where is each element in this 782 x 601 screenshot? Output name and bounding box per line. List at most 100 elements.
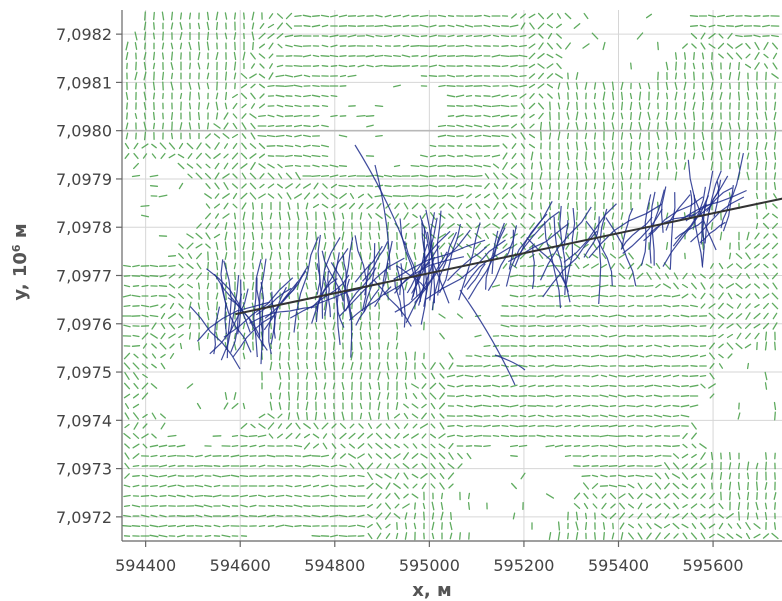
field-dash-736 bbox=[773, 122, 777, 130]
field-dash-966 bbox=[593, 162, 597, 170]
field-dash-2916 bbox=[123, 504, 131, 508]
field-dash-2438 bbox=[737, 412, 741, 420]
field-dash-2578 bbox=[375, 442, 383, 450]
field-dash-2312 bbox=[555, 394, 563, 398]
field-dash-2434 bbox=[653, 414, 663, 418]
field-dash-968 bbox=[611, 161, 615, 171]
field-dash-2245 bbox=[456, 384, 464, 388]
field-dash-2976 bbox=[764, 502, 768, 510]
field-dash-5 bbox=[188, 12, 192, 20]
field-dash-2765 bbox=[403, 472, 409, 480]
field-dash-3029 bbox=[681, 512, 689, 520]
field-dash-2298 bbox=[429, 392, 437, 400]
field-dash-2144 bbox=[545, 364, 555, 368]
field-dash-3146 bbox=[646, 532, 652, 540]
field-dash-1023 bbox=[510, 173, 518, 179]
field-dash-1645 bbox=[386, 282, 390, 290]
field-dash-1753 bbox=[251, 302, 255, 310]
field-dash-3031 bbox=[700, 513, 706, 519]
field-dash-2461 bbox=[394, 422, 400, 430]
field-dash-1424 bbox=[592, 242, 598, 250]
field-dash-2406 bbox=[403, 412, 409, 420]
fracture-trace-22 bbox=[346, 278, 352, 320]
fracture-trace-111 bbox=[662, 195, 710, 267]
field-dash-670 bbox=[738, 111, 740, 121]
field-dash-2963 bbox=[646, 503, 652, 509]
field-dash-1396 bbox=[341, 242, 345, 250]
field-dash-703 bbox=[473, 124, 483, 128]
y-tick-label-6: 7,0978 bbox=[56, 218, 112, 237]
field-dash-1488 bbox=[728, 252, 732, 260]
field-dash-332 bbox=[383, 65, 393, 67]
field-dash-1853 bbox=[680, 314, 690, 318]
x-tick-label-3: 595000 bbox=[399, 556, 460, 575]
field-dash-1115 bbox=[321, 192, 329, 200]
field-dash-2330 bbox=[132, 403, 140, 409]
field-dash-3055 bbox=[258, 524, 266, 528]
field-dash-715 bbox=[584, 122, 588, 130]
field-dash-2452 bbox=[313, 422, 319, 430]
field-dash-2836 bbox=[617, 484, 627, 488]
field-dash-2889 bbox=[440, 492, 444, 500]
field-dash-1051 bbox=[231, 183, 239, 189]
field-dash-1839 bbox=[554, 314, 564, 318]
field-dash-2575 bbox=[349, 443, 355, 449]
field-dash-42 bbox=[520, 13, 526, 19]
field-dash-2945 bbox=[385, 502, 391, 510]
fracture-trace-86 bbox=[693, 194, 704, 268]
field-dash-3017 bbox=[575, 511, 579, 521]
field-dash-2933 bbox=[275, 504, 285, 508]
field-dash-1273 bbox=[260, 221, 264, 231]
y-tick-label-0: 7,0972 bbox=[56, 508, 112, 527]
field-dash-2288 bbox=[341, 391, 345, 401]
field-dash-2445 bbox=[250, 423, 256, 429]
field-dash-1675 bbox=[745, 283, 751, 289]
field-dash-2320 bbox=[627, 395, 635, 397]
field-dash-1913 bbox=[662, 324, 672, 328]
field-dash-1757 bbox=[287, 302, 291, 310]
field-dash-1286 bbox=[377, 221, 381, 231]
field-dash-2770 bbox=[447, 472, 455, 480]
field-dash-2538 bbox=[564, 435, 572, 437]
field-dash-2260 bbox=[591, 384, 599, 388]
field-dash-370 bbox=[161, 71, 165, 81]
field-dash-2118 bbox=[314, 361, 318, 371]
field-dash-729 bbox=[710, 122, 714, 130]
field-dash-1869 bbox=[168, 322, 176, 330]
field-dash-832 bbox=[520, 143, 526, 149]
field-dash-733 bbox=[746, 121, 750, 131]
field-dash-305 bbox=[143, 61, 147, 71]
field-dash-2467 bbox=[447, 425, 455, 427]
field-dash-3010 bbox=[413, 512, 417, 520]
field-dash-18 bbox=[302, 14, 312, 18]
field-dash-989 bbox=[204, 172, 212, 180]
field-dash-2946 bbox=[394, 503, 400, 509]
fracture-trace-107 bbox=[665, 194, 691, 231]
field-dash-1144 bbox=[585, 192, 587, 200]
field-dash-565 bbox=[258, 103, 266, 109]
field-dash-2230 bbox=[323, 382, 327, 390]
field-dash-655 bbox=[602, 112, 606, 120]
field-dash-2819 bbox=[348, 484, 356, 488]
field-dash-568 bbox=[284, 104, 294, 108]
field-dash-2597 bbox=[582, 444, 590, 448]
field-dash-2709 bbox=[447, 463, 455, 469]
field-dash-977 bbox=[710, 161, 714, 171]
field-dash-10 bbox=[233, 12, 237, 20]
field-dash-2351 bbox=[411, 403, 419, 409]
fracture-trace-25 bbox=[336, 286, 345, 328]
field-dash-2041 bbox=[689, 344, 699, 348]
field-dash-1092 bbox=[602, 181, 606, 191]
field-dash-721 bbox=[638, 121, 642, 131]
field-dash-1605 bbox=[682, 272, 688, 280]
field-dash-306 bbox=[152, 62, 156, 70]
field-dash-1018 bbox=[464, 174, 474, 178]
field-dash-2856 bbox=[140, 495, 150, 497]
field-dash-2013 bbox=[359, 342, 363, 350]
field-dash-1612 bbox=[745, 273, 751, 279]
field-dash-239 bbox=[754, 41, 760, 51]
field-dash-2314 bbox=[572, 394, 582, 398]
field-dash-2444 bbox=[240, 422, 248, 430]
field-dash-1793 bbox=[708, 303, 716, 309]
field-dash-2696 bbox=[330, 464, 338, 468]
